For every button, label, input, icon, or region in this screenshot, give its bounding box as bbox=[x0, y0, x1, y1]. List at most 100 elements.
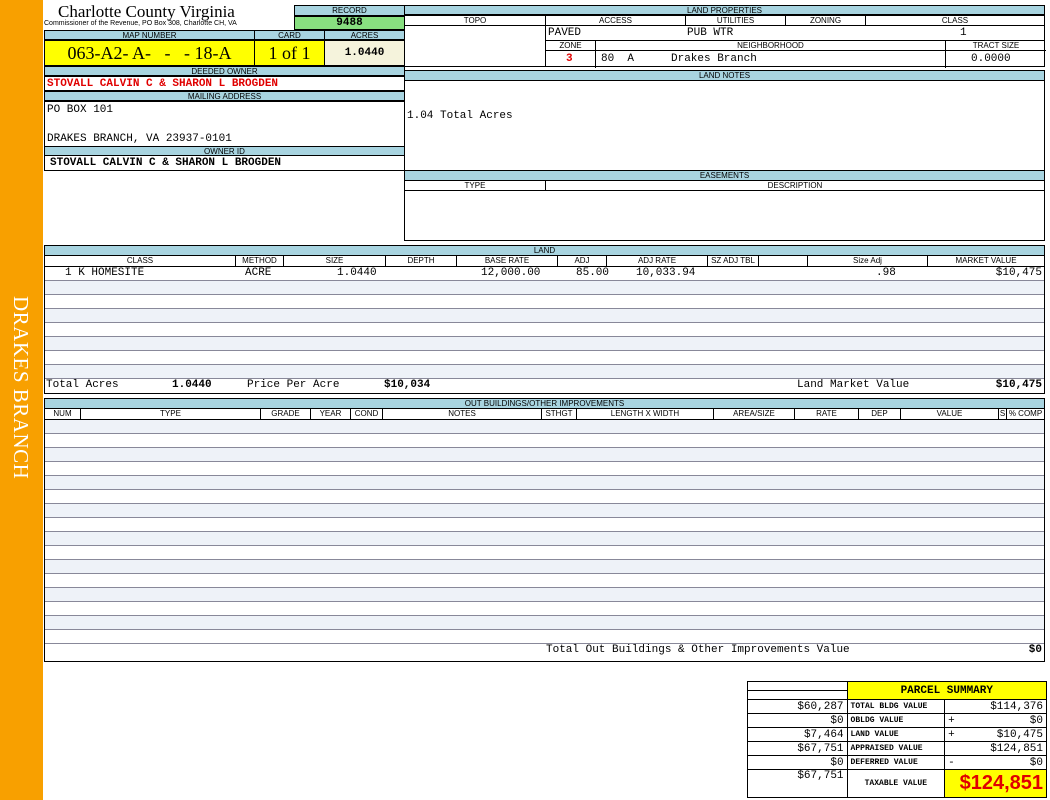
col-access: ACCESS bbox=[546, 16, 686, 25]
page-subtitle: Commissioner of the Revenue, PO Box 308,… bbox=[44, 20, 237, 27]
summary-operator: - bbox=[948, 756, 955, 769]
summary-value: $0 bbox=[1029, 714, 1043, 727]
outbuilding-row bbox=[45, 574, 1044, 588]
col-sz-adj-tbl: SZ ADJ TBL bbox=[708, 256, 759, 266]
outbuilding-row bbox=[45, 588, 1044, 602]
col-utilities: UTILITIES bbox=[686, 16, 786, 25]
col-blank bbox=[759, 256, 808, 266]
outbuilding-row bbox=[45, 420, 1044, 434]
outbuilding-row bbox=[45, 462, 1044, 476]
map-number: 063-A2- A- - - 18-A bbox=[44, 40, 255, 66]
col-size-adj: Size Adj bbox=[808, 256, 928, 266]
sidebar-title: DRAKES BRANCH bbox=[9, 296, 33, 480]
easements: TYPE DESCRIPTION bbox=[404, 180, 1045, 241]
summary-operator: + bbox=[948, 728, 955, 741]
land-size-adj: .98 bbox=[876, 267, 896, 279]
summary-left-value: $0 bbox=[747, 755, 848, 770]
tract-size-value: 0.0000 bbox=[971, 53, 1011, 65]
land-properties: TOPO ACCESS UTILITIES ZONING CLASS PAVED… bbox=[404, 15, 1046, 68]
zone-label: ZONE bbox=[546, 41, 596, 51]
land-notes-text: 1.04 Total Acres bbox=[407, 110, 513, 122]
col-size: SIZE bbox=[284, 256, 386, 266]
col-notes: NOTES bbox=[383, 409, 542, 419]
land-base-rate: 12,000.00 bbox=[481, 267, 541, 279]
outbuilding-row bbox=[45, 616, 1044, 630]
summary-label: TOTAL BLDG VALUE bbox=[846, 699, 946, 714]
summary-label: LAND VALUE bbox=[846, 727, 946, 742]
col-value: VALUE bbox=[901, 409, 999, 419]
deeded-owner: STOVALL CALVIN C & SHARON L BROGDEN bbox=[44, 76, 405, 91]
total-acres-label: Total Acres bbox=[46, 379, 119, 391]
col-dep: DEP bbox=[859, 409, 901, 419]
land-market-value: $10,475 bbox=[995, 267, 1042, 279]
col-area-size: AREA/SIZE bbox=[714, 409, 795, 419]
neighborhood-label: NEIGHBORHOOD bbox=[596, 41, 946, 51]
col-adj-rate: ADJ RATE bbox=[607, 256, 708, 266]
col-rate: RATE bbox=[795, 409, 859, 419]
summary-left-value: $60,287 bbox=[747, 699, 848, 714]
col-topo: TOPO bbox=[405, 16, 546, 25]
col-num: NUM bbox=[45, 409, 81, 419]
land-properties-label: LAND PROPERTIES bbox=[404, 5, 1045, 15]
tract-size-label: TRACT SIZE bbox=[972, 41, 1020, 50]
parcel-summary-title: PARCEL SUMMARY bbox=[846, 681, 1048, 700]
mailing-address-label: MAILING ADDRESS bbox=[44, 91, 405, 101]
summary-value: $10,475 bbox=[996, 728, 1043, 741]
access-value: PAVED bbox=[548, 27, 582, 39]
record-label: RECORD bbox=[294, 5, 405, 16]
land-adj: 85.00 bbox=[576, 267, 610, 279]
outbuildings-table: NUM TYPE GRADE YEAR COND NOTES STHGT LEN… bbox=[44, 408, 1045, 662]
col-cond: COND bbox=[351, 409, 383, 419]
col-grade: GRADE bbox=[261, 409, 311, 419]
col-market-value: MARKET VALUE bbox=[955, 256, 1017, 265]
price-per-acre: $10,034 bbox=[384, 379, 431, 391]
summary-value: $0 bbox=[1029, 756, 1043, 769]
land-header-row: CLASS METHOD SIZE DEPTH BASE RATE ADJ AD… bbox=[45, 256, 1044, 267]
page-title: Charlotte County Virginia bbox=[58, 2, 235, 21]
neighborhood-code: 80 A bbox=[601, 53, 635, 65]
col-sthgt: STHGT bbox=[542, 409, 577, 419]
land-row: 1 K HOMESITE ACRE 1.0440 12,000.00 85.00… bbox=[45, 267, 1044, 281]
class-value: 1 bbox=[960, 27, 967, 39]
neighborhood-value: Drakes Branch bbox=[671, 53, 757, 65]
address-line-2: DRAKES BRANCH, VA 23937-0101 bbox=[47, 133, 232, 145]
utilities-value: PUB WTR bbox=[687, 27, 734, 39]
easement-description-label: DESCRIPTION bbox=[767, 181, 823, 190]
outbuilding-row bbox=[45, 476, 1044, 490]
outbuilding-row bbox=[45, 448, 1044, 462]
land-size: 1.0440 bbox=[337, 267, 377, 279]
outbuilding-row bbox=[45, 546, 1044, 560]
mailing-address: PO BOX 101 DRAKES BRANCH, VA 23937-0101 bbox=[44, 101, 405, 147]
col-class: CLASS bbox=[941, 16, 969, 25]
summary-left-value: $0 bbox=[747, 713, 848, 728]
outbuilding-row bbox=[45, 518, 1044, 532]
land-method: ACRE bbox=[245, 267, 272, 279]
land-market-value-label: Land Market Value bbox=[797, 379, 910, 391]
col-method: METHOD bbox=[236, 256, 284, 266]
taxable-label: TAXABLE VALUE bbox=[846, 769, 946, 798]
outbuilding-row bbox=[45, 532, 1044, 546]
land-table: CLASS METHOD SIZE DEPTH BASE RATE ADJ AD… bbox=[44, 255, 1045, 394]
price-per-acre-label: Price Per Acre bbox=[247, 379, 340, 391]
outbuilding-row bbox=[45, 602, 1044, 616]
col-type: TYPE bbox=[81, 409, 261, 419]
map-number-label: MAP NUMBER bbox=[44, 30, 255, 40]
card-label: CARD bbox=[254, 30, 325, 40]
sidebar: DRAKES BRANCH bbox=[0, 0, 43, 800]
summary-operator: + bbox=[948, 714, 955, 727]
col-pct-comp: % COMP bbox=[1008, 409, 1043, 418]
col-zoning: ZONING bbox=[786, 16, 866, 25]
summary-label: OBLDG VALUE bbox=[846, 713, 946, 728]
outbuildings-total: $0 bbox=[1028, 644, 1042, 656]
land-market-value-total: $10,475 bbox=[995, 379, 1042, 391]
outbuilding-row bbox=[45, 630, 1044, 644]
col-s: S bbox=[999, 409, 1007, 419]
col-class: CLASS bbox=[45, 256, 236, 266]
col-depth: DEPTH bbox=[386, 256, 457, 266]
summary-left-value: $7,464 bbox=[747, 727, 848, 742]
card-value: 1 of 1 bbox=[254, 40, 325, 66]
summary-value: $124,851 bbox=[990, 742, 1043, 755]
owner-id: STOVALL CALVIN C & SHARON L BROGDEN bbox=[44, 155, 405, 171]
record-value: 9488 bbox=[294, 16, 405, 30]
summary-label: DEFERRED VALUE bbox=[846, 755, 946, 770]
